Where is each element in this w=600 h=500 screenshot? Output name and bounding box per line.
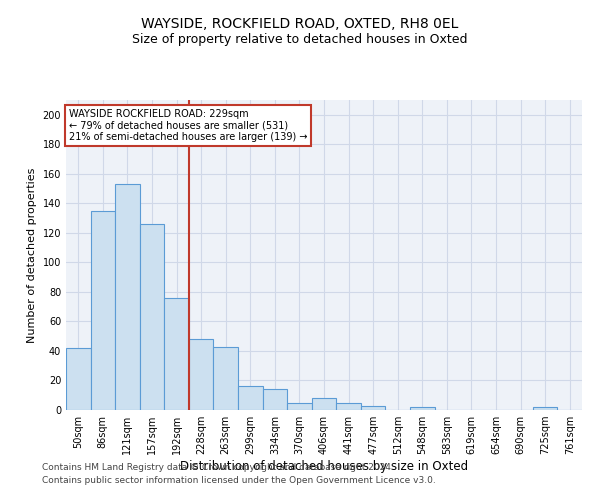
Bar — [336, 402, 361, 410]
Bar — [361, 406, 385, 410]
Bar — [214, 346, 238, 410]
Bar — [410, 407, 434, 410]
Text: Contains HM Land Registry data © Crown copyright and database right 2024.: Contains HM Land Registry data © Crown c… — [42, 464, 394, 472]
Bar — [66, 348, 91, 410]
Bar — [189, 339, 214, 410]
Text: Size of property relative to detached houses in Oxted: Size of property relative to detached ho… — [132, 32, 468, 46]
Bar — [238, 386, 263, 410]
Bar — [287, 402, 312, 410]
Bar — [312, 398, 336, 410]
Bar — [164, 298, 189, 410]
Bar — [263, 390, 287, 410]
Text: Contains public sector information licensed under the Open Government Licence v3: Contains public sector information licen… — [42, 476, 436, 485]
Text: WAYSIDE ROCKFIELD ROAD: 229sqm
← 79% of detached houses are smaller (531)
21% of: WAYSIDE ROCKFIELD ROAD: 229sqm ← 79% of … — [68, 110, 307, 142]
Bar — [140, 224, 164, 410]
Text: WAYSIDE, ROCKFIELD ROAD, OXTED, RH8 0EL: WAYSIDE, ROCKFIELD ROAD, OXTED, RH8 0EL — [142, 18, 458, 32]
Bar — [115, 184, 140, 410]
Bar — [533, 407, 557, 410]
Bar — [91, 210, 115, 410]
X-axis label: Distribution of detached houses by size in Oxted: Distribution of detached houses by size … — [180, 460, 468, 473]
Y-axis label: Number of detached properties: Number of detached properties — [27, 168, 37, 342]
